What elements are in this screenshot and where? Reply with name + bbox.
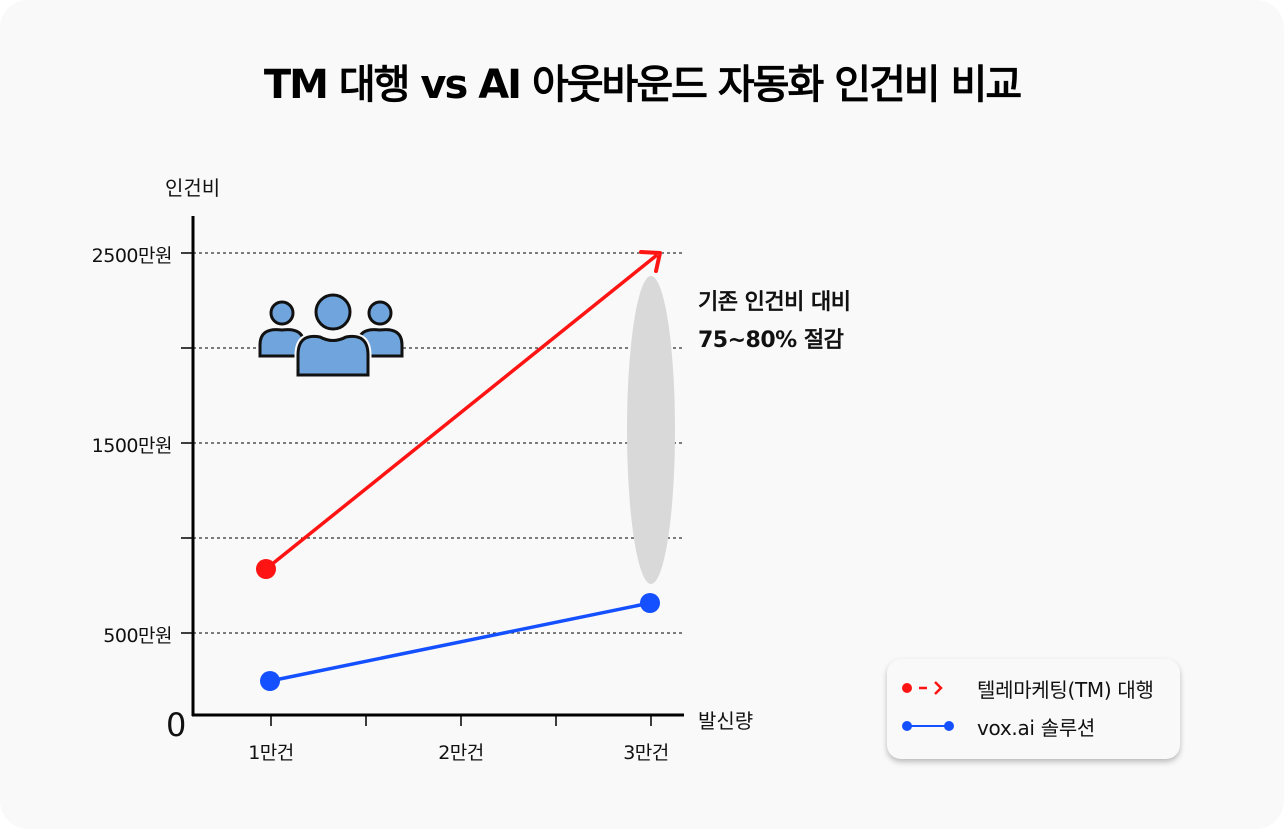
people-group-icon <box>258 291 404 379</box>
gridlines <box>193 252 683 634</box>
legend-label-vox: vox.ai 솔루션 <box>977 715 1096 740</box>
x-tick-label-3: 3만건 <box>623 742 669 764</box>
arrow-head-icon <box>639 250 662 273</box>
y-axis-title: 인건비 <box>165 176 221 200</box>
series-vox <box>260 593 660 691</box>
legend-swatch-vox-icon <box>902 721 954 731</box>
x-axis-ticks <box>270 716 652 726</box>
y-tick-label-500: 500만원 <box>103 625 172 647</box>
legend-item-tm: 텔레마케팅(TM) 대행 <box>901 673 1154 703</box>
savings-highlight-ellipse <box>627 276 675 584</box>
legend: 텔레마케팅(TM) 대행 vox.ai 솔루션 <box>887 659 1180 759</box>
x-tick-label-1: 1만건 <box>248 742 294 764</box>
legend-swatch-tm-icon <box>902 681 943 695</box>
annotation-line-1: 기존 인건비 대비 <box>698 290 851 315</box>
x-axis-title: 발신량 <box>698 709 754 733</box>
series-tm <box>256 250 662 579</box>
y-tick-label-2500: 2500만원 <box>91 245 173 267</box>
y-axis-ticks <box>181 252 193 634</box>
origin-label: 0 <box>166 706 187 744</box>
annotation-line-2: 75~80% 절감 <box>698 328 844 353</box>
chart-title: TM 대행 vs AI 아웃바운드 자동화 인건비 비교 <box>263 62 1022 108</box>
legend-label-tm: 텔레마케팅(TM) 대행 <box>977 677 1154 702</box>
data-point-vox-1 <box>260 671 280 691</box>
data-point-tm-1 <box>256 559 276 579</box>
legend-item-vox: vox.ai 솔루션 <box>901 711 1095 741</box>
y-tick-label-1500: 1500만원 <box>91 435 173 457</box>
data-point-vox-3 <box>640 593 660 613</box>
x-tick-label-2: 2만건 <box>438 742 484 764</box>
savings-annotation: 기존 인건비 대비 75~80% 절감 <box>698 284 851 360</box>
